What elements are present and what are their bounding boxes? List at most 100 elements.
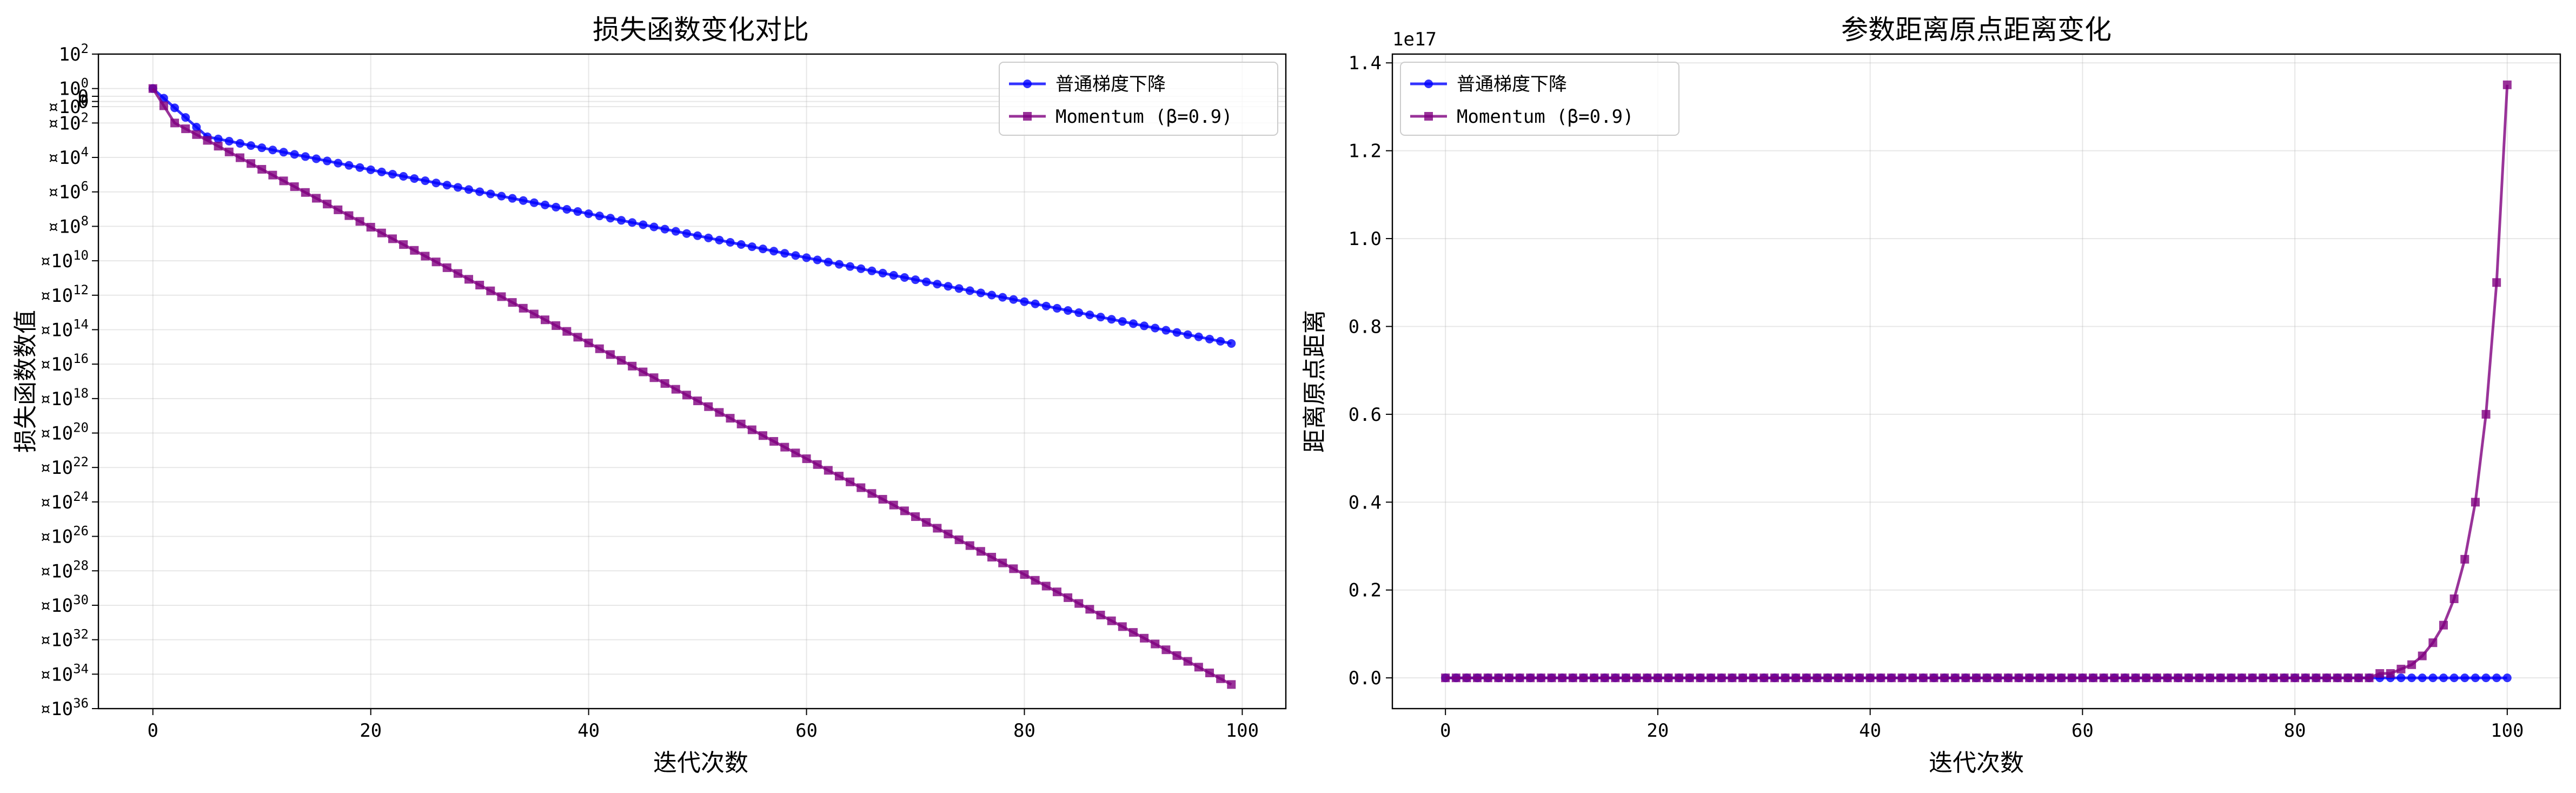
loss-gd-point [867, 266, 877, 275]
distance-momentum-point [2396, 664, 2406, 673]
distance-momentum-point [1887, 673, 1896, 683]
distance-momentum-point [1749, 673, 1758, 683]
loss-momentum-point [1194, 663, 1203, 672]
loss-x-ticks: 0 20 40 60 80 100 [147, 709, 1259, 742]
distance-momentum-point [2492, 278, 2501, 287]
loss-momentum-point [1151, 639, 1160, 649]
loss-gd-point [1140, 321, 1149, 331]
distance-y-tick-label: 0.4 [1349, 492, 1382, 513]
distance-momentum-point [2333, 673, 2342, 683]
loss-momentum-point [192, 130, 201, 139]
loss-momentum-point [1041, 581, 1051, 591]
loss-momentum-point [911, 512, 920, 521]
loss-momentum-point [758, 431, 767, 440]
loss-legend-mom-marker [1023, 112, 1032, 121]
loss-momentum-point [552, 321, 561, 330]
distance-momentum-point [2449, 594, 2459, 603]
loss-gd-point [878, 268, 887, 277]
loss-y-tick-label: ¤1022 [40, 454, 89, 479]
loss-gd-point [1074, 308, 1084, 318]
loss-x-tick-label: 20 [360, 720, 382, 742]
loss-gd-point [529, 198, 539, 207]
loss-gd-point [442, 181, 452, 190]
loss-gd-point [464, 185, 473, 194]
loss-gd-point [355, 163, 364, 172]
loss-gd-point [224, 136, 234, 146]
loss-y-tick-label: ¤1016 [40, 351, 89, 375]
loss-momentum-point [181, 124, 190, 134]
distance-legend-box [1400, 62, 1679, 136]
loss-gd-point [857, 264, 866, 273]
loss-momentum-point [736, 419, 746, 428]
loss-y-extra-tick-label: 0 [78, 91, 89, 113]
distance-chart-title: 参数距离原点距离变化 [1841, 14, 2112, 45]
loss-momentum-point [159, 101, 168, 110]
loss-gd-point [954, 284, 964, 293]
distance-momentum-point [1526, 673, 1535, 683]
loss-momentum-point [1074, 599, 1084, 608]
distance-momentum-point [2312, 673, 2321, 683]
loss-y-axis-label: 损失函数数值 [12, 310, 39, 453]
loss-gd-point [758, 244, 767, 254]
loss-gd-point [1052, 303, 1061, 313]
loss-gd-point [617, 216, 626, 225]
distance-y-tick-label: 0.8 [1349, 316, 1382, 338]
loss-momentum-point [334, 205, 343, 214]
loss-y-extra-tick-label: ¤100 [48, 94, 89, 118]
distance-momentum-point [1781, 673, 1790, 683]
loss-momentum-point [355, 217, 364, 226]
loss-y-tick-label: ¤1032 [40, 627, 89, 651]
distance-momentum-point [1685, 673, 1694, 683]
distance-momentum-point [2269, 673, 2278, 683]
distance-series [1441, 80, 2512, 683]
distance-momentum-point [2184, 673, 2193, 683]
distance-momentum-point [2014, 673, 2023, 683]
distance-x-tick-label: 60 [2072, 720, 2094, 742]
distance-gd-point [2439, 673, 2448, 683]
loss-gd-point [987, 290, 997, 300]
loss-momentum-point [639, 367, 648, 376]
loss-gd-point [377, 167, 386, 176]
loss-momentum-point [1172, 651, 1181, 660]
loss-momentum-point [987, 552, 997, 561]
distance-momentum-point [1451, 673, 1460, 683]
loss-momentum-point [747, 425, 756, 434]
distance-momentum-point [2343, 673, 2353, 683]
distance-momentum-point [1813, 673, 1822, 683]
distance-plot-area [1391, 53, 2561, 710]
distance-momentum-point [2439, 620, 2448, 630]
distance-momentum-point [1579, 673, 1588, 683]
loss-gd-point [824, 257, 833, 267]
loss-momentum-point [769, 437, 779, 446]
loss-momentum-point [813, 460, 822, 469]
loss-momentum-point [998, 558, 1007, 567]
loss-x-tick-label: 60 [795, 720, 818, 742]
distance-momentum-point [2259, 673, 2268, 683]
distance-gd-point [2481, 673, 2491, 683]
loss-y-tick-label: ¤1034 [40, 661, 89, 685]
distance-offset-text: 1e17 [1392, 29, 1437, 50]
loss-gd-point [769, 247, 779, 256]
distance-momentum-point [1505, 673, 1513, 683]
loss-gd-point [1205, 334, 1214, 343]
loss-legend-box [999, 62, 1278, 136]
distance-chart: 参数距离原点距离变化 0 20 40 60 80 100 0.0 0.2 0.4 0.6 0.8 1… [1301, 14, 2561, 777]
loss-gd-point [1161, 326, 1171, 335]
distance-momentum-point [1547, 673, 1556, 683]
loss-gd-point [519, 196, 528, 205]
distance-momentum-point [2152, 673, 2161, 683]
loss-gd-point [399, 172, 408, 181]
loss-momentum-point [834, 472, 844, 481]
distance-momentum-point [1653, 673, 1662, 683]
loss-momentum-point [1161, 645, 1171, 655]
distance-momentum-point [1940, 673, 1949, 683]
loss-momentum-point [562, 327, 572, 336]
loss-gd-point [1172, 328, 1181, 337]
loss-momentum-point [857, 483, 866, 492]
loss-momentum-point [257, 164, 267, 174]
distance-gd-point [2428, 673, 2438, 683]
loss-gd-point [671, 227, 680, 236]
distance-momentum-point [2481, 409, 2491, 419]
loss-x-tick-label: 80 [1013, 720, 1035, 742]
loss-momentum-point [366, 222, 375, 232]
